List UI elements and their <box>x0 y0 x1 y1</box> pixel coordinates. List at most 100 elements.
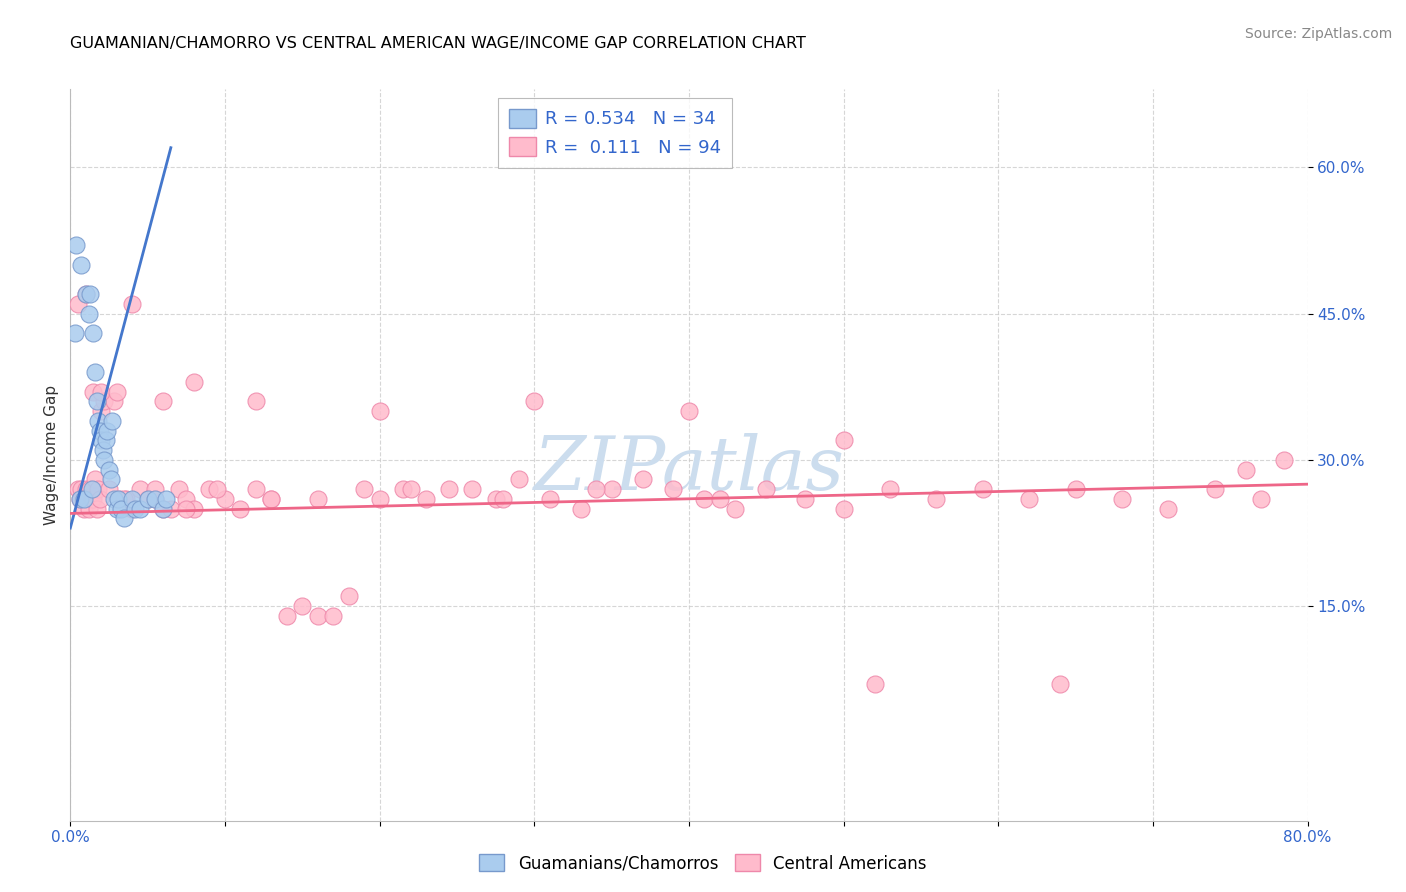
Point <box>198 482 221 496</box>
Point <box>183 375 205 389</box>
Point <box>1204 482 1226 496</box>
Point <box>77 306 100 320</box>
Point <box>678 404 700 418</box>
Point <box>82 491 105 506</box>
Point <box>794 491 817 506</box>
Point <box>439 482 461 496</box>
Point <box>114 511 135 525</box>
Point <box>485 491 508 506</box>
Point <box>79 287 101 301</box>
Point <box>98 482 120 496</box>
Point <box>709 491 731 506</box>
Point <box>75 287 97 301</box>
Point <box>415 491 437 506</box>
Legend: Guamanians/Chamorros, Central Americans: Guamanians/Chamorros, Central Americans <box>472 847 934 880</box>
Point <box>145 491 166 506</box>
Point <box>152 501 174 516</box>
Point <box>124 501 146 516</box>
Point <box>84 472 107 486</box>
Text: GUAMANIAN/CHAMORRO VS CENTRAL AMERICAN WAGE/INCOME GAP CORRELATION CHART: GUAMANIAN/CHAMORRO VS CENTRAL AMERICAN W… <box>70 36 806 51</box>
Point <box>73 491 96 506</box>
Point <box>1064 482 1087 496</box>
Point <box>337 590 360 604</box>
Point <box>82 384 105 399</box>
Point <box>399 482 422 496</box>
Point <box>75 287 97 301</box>
Point <box>69 491 91 506</box>
Point <box>101 414 124 428</box>
Point <box>245 394 267 409</box>
Point <box>461 482 484 496</box>
Point <box>100 472 122 486</box>
Point <box>90 384 112 399</box>
Point <box>77 501 100 516</box>
Point <box>67 297 90 311</box>
Point <box>90 434 112 448</box>
Point <box>972 482 994 496</box>
Point <box>79 482 101 496</box>
Point <box>91 443 114 458</box>
Point <box>1018 491 1040 506</box>
Point <box>368 404 391 418</box>
Point <box>86 394 108 409</box>
Point <box>183 501 205 516</box>
Point <box>86 501 108 516</box>
Point <box>96 424 118 438</box>
Point <box>105 384 128 399</box>
Point <box>755 482 778 496</box>
Point <box>76 491 98 506</box>
Point <box>65 238 87 252</box>
Point <box>84 365 107 379</box>
Point <box>108 491 131 506</box>
Point <box>353 482 375 496</box>
Point <box>631 472 654 486</box>
Text: ZIPatlas: ZIPatlas <box>533 434 845 506</box>
Point <box>121 501 143 516</box>
Point <box>121 491 143 506</box>
Point <box>129 482 152 496</box>
Point <box>322 608 344 623</box>
Point <box>167 482 190 496</box>
Point <box>67 482 90 496</box>
Point <box>569 501 592 516</box>
Point <box>155 491 177 506</box>
Point <box>93 452 115 467</box>
Point <box>600 482 623 496</box>
Point <box>538 491 561 506</box>
Point <box>160 501 183 516</box>
Point <box>229 501 252 516</box>
Point <box>174 501 197 516</box>
Point <box>879 482 901 496</box>
Point <box>307 491 329 506</box>
Point <box>662 482 685 496</box>
Point <box>89 424 111 438</box>
Point <box>98 462 120 476</box>
Point <box>145 491 166 506</box>
Point <box>152 501 174 516</box>
Point <box>492 491 515 506</box>
Point <box>276 608 298 623</box>
Point <box>115 491 138 506</box>
Point <box>1049 677 1071 691</box>
Point <box>90 404 112 418</box>
Point <box>80 482 103 496</box>
Point <box>87 482 110 496</box>
Point <box>75 482 97 496</box>
Point <box>245 482 267 496</box>
Point <box>89 491 111 506</box>
Point <box>523 394 546 409</box>
Point <box>1157 501 1180 516</box>
Point <box>260 491 283 506</box>
Point <box>1250 491 1272 506</box>
Legend: R = 0.534   N = 34, R =  0.111   N = 94: R = 0.534 N = 34, R = 0.111 N = 94 <box>498 98 731 168</box>
Point <box>832 434 855 448</box>
Point <box>82 326 105 340</box>
Point <box>307 608 329 623</box>
Point <box>63 326 86 340</box>
Point <box>80 491 103 506</box>
Point <box>508 472 530 486</box>
Point <box>136 491 159 506</box>
Point <box>152 394 174 409</box>
Point <box>73 501 96 516</box>
Point <box>724 501 747 516</box>
